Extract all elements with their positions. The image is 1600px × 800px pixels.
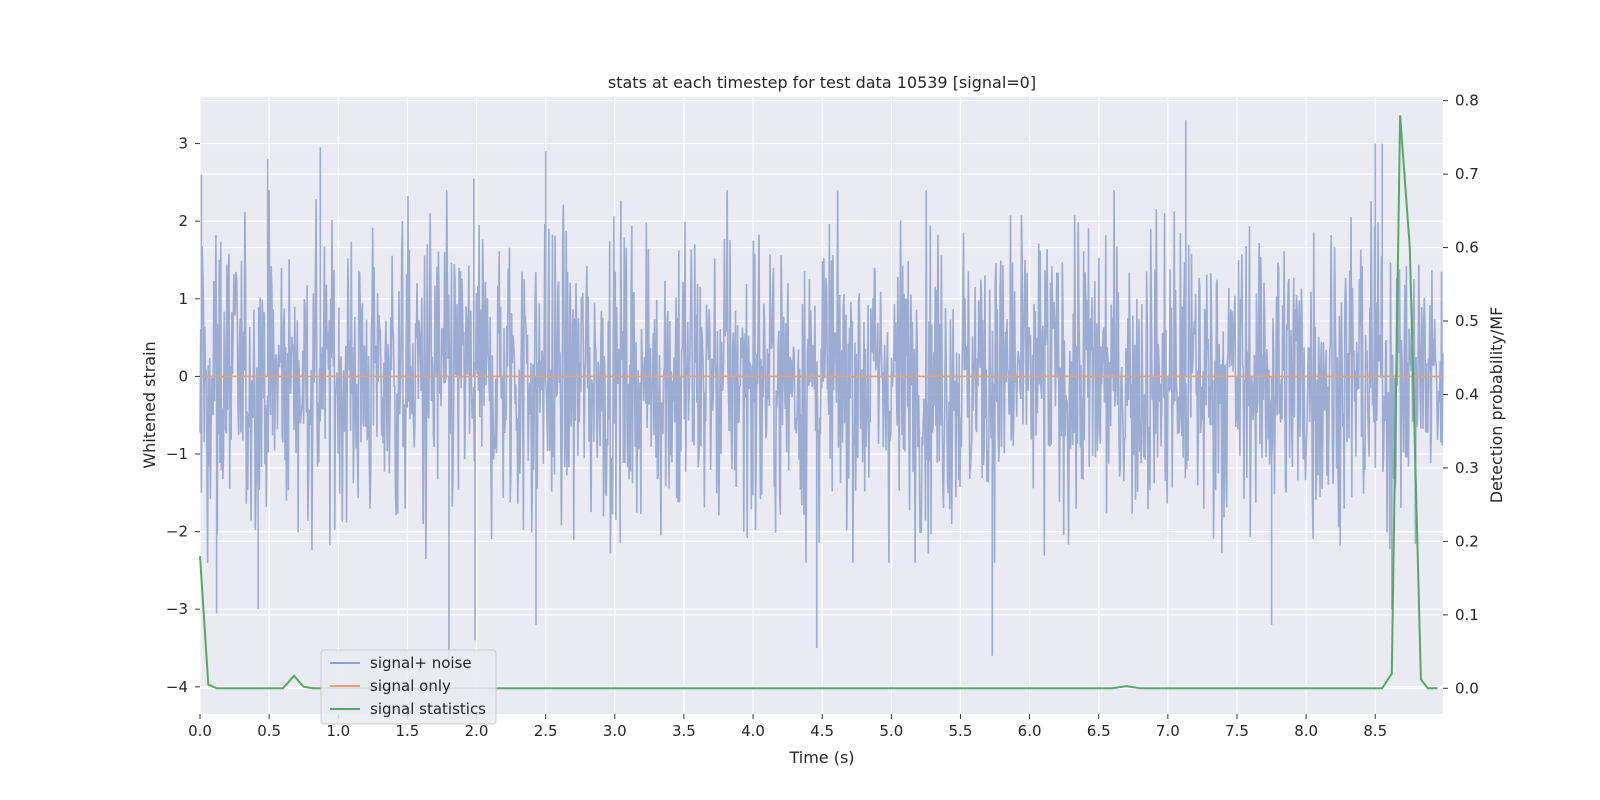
- y-right-tick-label: 0.1: [1455, 606, 1479, 624]
- x-tick-label: 0.0: [188, 722, 212, 740]
- y-left-tick-label: −4: [166, 678, 188, 696]
- x-tick-label: 6.0: [1018, 722, 1042, 740]
- x-tick-label: 7.0: [1156, 722, 1180, 740]
- y-left-tick-label: 1: [178, 290, 188, 308]
- x-tick-label: 5.5: [949, 722, 973, 740]
- y-left-tick-label: −1: [166, 445, 188, 463]
- series-line-signal-statistics: [199, 115, 1438, 690]
- x-tick-label: 0.5: [257, 722, 281, 740]
- series-signal-noise: [199, 120, 1444, 660]
- x-axis-title: Time (s): [788, 748, 854, 767]
- y-right-tick-label: 0.5: [1455, 312, 1479, 330]
- x-tick-label: 6.5: [1087, 722, 1111, 740]
- y-right-tick-label: 0.0: [1455, 679, 1479, 697]
- series-line-signal-noise: [199, 120, 1444, 660]
- chart-title: stats at each timestep for test data 105…: [608, 73, 1036, 92]
- y-left-axis-ticks: −4 −3 −2 −1 0 1 2 3: [166, 135, 200, 696]
- y-left-tick-label: 2: [178, 212, 188, 230]
- y-left-tick-label: −2: [166, 523, 188, 541]
- legend-box: [320, 649, 497, 725]
- y-left-tick-label: −3: [166, 600, 188, 618]
- y-right-tick-label: 0.4: [1455, 385, 1479, 403]
- x-tick-label: 2.0: [465, 722, 489, 740]
- y-right-tick-label: 0.7: [1455, 165, 1479, 183]
- y-right-tick-label: 0.8: [1455, 92, 1479, 110]
- x-tick-label: 4.5: [810, 722, 834, 740]
- series-signal-statistics: [199, 115, 1438, 690]
- x-tick-label: 3.5: [672, 722, 696, 740]
- x-tick-label: 1.0: [326, 722, 350, 740]
- x-tick-label: 5.0: [879, 722, 903, 740]
- y-right-tick-label: 0.6: [1455, 239, 1479, 257]
- x-axis-ticks: 0.0 0.5 1.0 1.5 2.0 2.5 3.0 3.5 4.0 4.5 5.0 5.5 6.0 6…: [188, 714, 1387, 740]
- y-right-axis-title: Detection probability/MF: [1487, 307, 1506, 504]
- x-tick-label: 7.5: [1225, 722, 1249, 740]
- y-right-tick-label: 0.3: [1455, 459, 1479, 477]
- legend-label-signal-only: signal only: [370, 677, 451, 695]
- legend: signal+ noise signal only signal statist…: [320, 649, 497, 725]
- y-right-tick-label: 0.2: [1455, 532, 1479, 550]
- x-tick-label: 2.5: [534, 722, 558, 740]
- y-left-tick-label: 3: [178, 135, 188, 153]
- y-right-axis-ticks: 0.0 0.1 0.2 0.3 0.4 0.5 0.6 0.7 0.8: [1443, 92, 1479, 697]
- legend-label-signal-noise: signal+ noise: [370, 654, 472, 672]
- x-tick-label: 3.0: [603, 722, 627, 740]
- x-tick-label: 1.5: [395, 722, 419, 740]
- y-left-tick-label: 0: [178, 367, 188, 385]
- x-tick-label: 4.0: [741, 722, 765, 740]
- legend-label-signal-statistics: signal statistics: [370, 700, 486, 718]
- grid: [199, 97, 1443, 714]
- y-left-axis-title: Whitened strain: [140, 341, 159, 468]
- x-tick-label: 8.0: [1294, 722, 1318, 740]
- x-tick-label: 8.5: [1363, 722, 1387, 740]
